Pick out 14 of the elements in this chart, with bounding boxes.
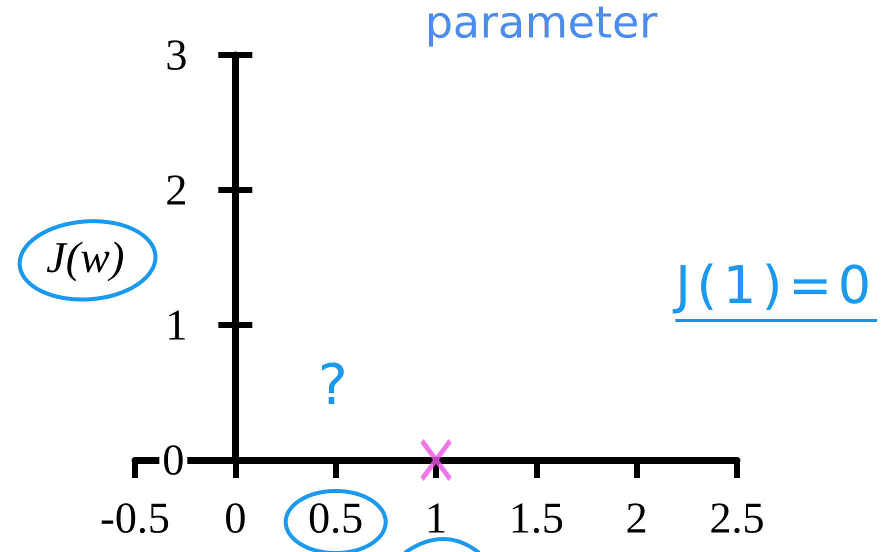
x-tick-label: 0 (224, 494, 246, 542)
y-tick-label: 3 (165, 30, 188, 80)
y-tick-label: 2 (165, 166, 188, 214)
y-tick-label: 1 (165, 300, 188, 350)
x-tick-label: 0.5 (308, 494, 364, 542)
x-tick-label: 2 (626, 494, 648, 542)
y-tick-label: 0 (162, 436, 184, 484)
annotation: ? (318, 352, 348, 420)
x-tick-label: -0.5 (100, 494, 170, 542)
x-tick-label: 1.5 (508, 494, 564, 542)
x-tick-label: 2.5 (710, 494, 764, 542)
chart-title: parameter (425, 0, 658, 48)
x-tick-label: 1 (425, 494, 447, 542)
y-axis-title: J(w) (46, 233, 124, 282)
